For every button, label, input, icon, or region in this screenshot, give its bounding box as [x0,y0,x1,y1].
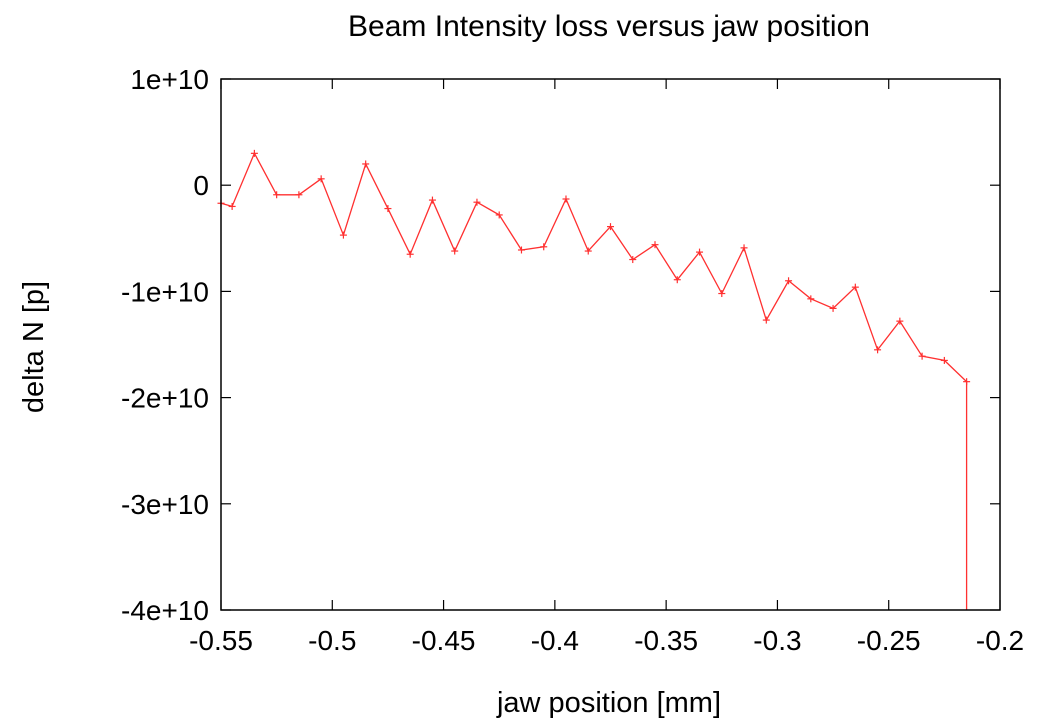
data-point [607,223,614,231]
data-point [495,211,503,219]
data-point [473,198,481,206]
data-point [807,295,815,303]
data-point [785,277,793,285]
x-tick-label: -0.2 [976,625,1024,656]
data-point [874,346,882,354]
data-point [540,243,548,251]
data-point [273,191,281,199]
y-tick-label: -1e+10 [121,276,209,307]
data-point [718,290,726,298]
data-point [851,283,859,291]
y-tick-label: 0 [193,170,209,201]
data-point [918,352,926,360]
x-axis-label: jaw position [mm] [496,687,721,719]
series-layer [217,149,971,610]
x-tick-label: -0.3 [753,625,801,656]
data-point [517,246,525,254]
y-axis-label: delta N [p] [18,281,50,413]
data-point [250,149,258,157]
data-point [384,205,392,213]
data-point [584,247,592,255]
data-point [317,175,325,183]
data-point [829,304,837,312]
series-line [220,151,968,610]
data-point [562,195,570,203]
data-point [295,191,303,199]
data-point [629,256,637,264]
chart-title: Beam Intensity loss versus jaw position [348,10,870,43]
data-point [339,231,347,239]
y-tick-label: 1e+10 [130,64,209,95]
x-tick-label: -0.55 [189,625,253,656]
plot-frame [220,78,1001,611]
x-tick-label: -0.5 [308,625,356,656]
data-point [673,276,681,284]
data-point [228,202,236,210]
data-point [762,316,770,324]
data-point [406,250,414,258]
x-tick-label: -0.45 [412,625,476,656]
data-point [896,317,904,325]
x-tick-label: -0.35 [634,625,698,656]
data-point [428,196,436,204]
y-tick-label: -3e+10 [121,489,209,520]
data-point [940,356,948,364]
x-tick-label: -0.25 [857,625,921,656]
data-point [651,241,659,249]
data-point [963,378,971,386]
y-tick-label: -2e+10 [121,383,209,414]
data-point [362,160,370,168]
data-point [696,248,704,256]
data-point [451,247,459,255]
ticks-layer: -0.55 -0.5 -0.45 -0.4 -0.35 -0.3 -0.25 -0.2 1e+1… [121,64,1024,656]
x-tick-label: -0.4 [531,625,579,656]
y-tick-label: -4e+10 [121,595,209,626]
data-point [740,244,748,252]
